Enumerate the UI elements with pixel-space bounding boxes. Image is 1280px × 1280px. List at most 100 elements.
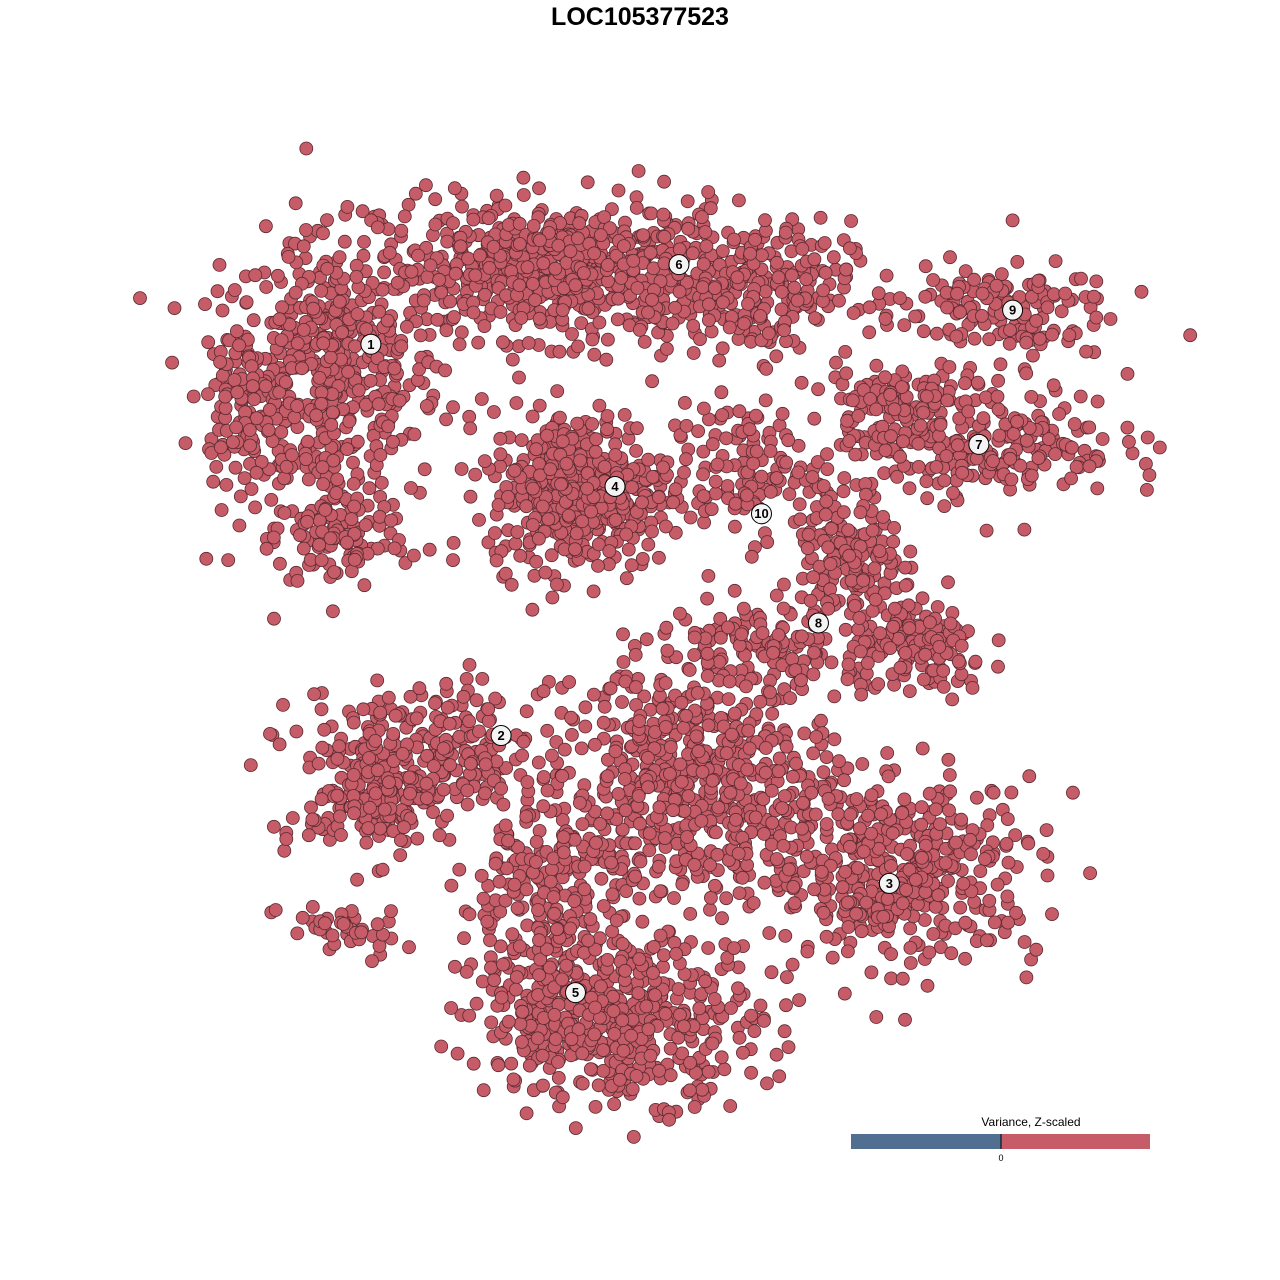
cell-point-cluster-1	[296, 239, 311, 254]
cell-point-cluster-8	[936, 663, 951, 678]
cell-point-cluster-6	[829, 355, 843, 370]
cell-point-cluster-1	[199, 551, 214, 566]
cell-point-cluster-1	[439, 412, 454, 427]
cell-point-cluster-2	[307, 687, 322, 702]
cell-point-cluster-2	[419, 791, 434, 806]
cell-point-cluster-6	[350, 307, 365, 322]
cell-point-cluster-5	[481, 714, 496, 728]
cell-point-cluster-5	[575, 1076, 590, 1091]
cell-point-cluster-5	[529, 855, 543, 869]
cell-point-cluster-2	[354, 925, 369, 940]
cell-point-cluster-1	[244, 482, 259, 496]
cell-point-cluster-1	[259, 541, 274, 556]
cell-point-cluster-5	[501, 1014, 516, 1029]
cell-point-cluster-4	[477, 454, 492, 469]
cell-point-cluster-7	[955, 465, 970, 480]
cell-point-cluster-4	[619, 571, 634, 586]
cell-point-cluster-8	[818, 507, 833, 522]
cell-point-cluster-1	[337, 234, 352, 249]
cell-point-cluster-6	[466, 212, 481, 227]
cell-point-cluster-8	[836, 505, 851, 519]
cell-point-cluster-6	[817, 236, 832, 250]
cell-point-cluster-5	[648, 988, 662, 1002]
cell-point-cluster-1	[312, 537, 327, 552]
cell-point-cluster-6	[512, 278, 527, 293]
cell-point-cluster-10	[758, 393, 773, 408]
cell-point-cluster-1	[206, 474, 221, 489]
cell-point-cluster-5	[695, 1082, 709, 1097]
cell-point-cluster-1	[277, 506, 292, 520]
cell-point-cluster-9	[1089, 310, 1104, 325]
cell-point-cluster-9	[926, 273, 940, 287]
cell-point-cluster-1	[375, 282, 390, 297]
cell-point-cluster-6	[753, 309, 768, 323]
cell-point-cluster-5	[505, 927, 520, 941]
cell-point-cluster-4	[591, 559, 605, 573]
cell-point-cluster-1	[340, 199, 355, 214]
cell-point-cluster-1	[381, 419, 396, 434]
cell-point-cluster-8	[700, 591, 714, 606]
cell-point-cluster-6	[701, 185, 716, 199]
cell-point-cluster-6	[759, 361, 774, 376]
cell-point-cluster-1	[323, 531, 338, 546]
points-layer	[133, 141, 1198, 1144]
cell-point-cluster-5	[519, 882, 534, 897]
cell-point-cluster-4	[454, 462, 469, 476]
cell-point-cluster-4	[525, 602, 540, 617]
cell-point-cluster-7	[939, 449, 954, 464]
cell-point-cluster-4	[468, 467, 483, 482]
cell-point-cluster-4	[586, 584, 601, 599]
cell-point-cluster-4	[645, 374, 659, 389]
cell-point-cluster-6	[372, 304, 387, 319]
cell-point-cluster-2	[373, 821, 388, 836]
cell-point-cluster-10	[677, 465, 691, 480]
cell-point-cluster-10	[678, 395, 692, 410]
cell-point-cluster-5	[457, 931, 471, 945]
cell-point-cluster-8	[823, 557, 838, 571]
cell-point-cluster-9	[982, 332, 997, 347]
cell-point-cluster-3	[1001, 855, 1016, 870]
cell-point-cluster-6	[818, 265, 833, 280]
cell-point-cluster-1	[341, 364, 356, 379]
cell-point-cluster-5	[583, 912, 598, 926]
cell-point-cluster-9	[1058, 286, 1073, 301]
cell-point-cluster-8	[932, 640, 947, 654]
cell-point-cluster-5	[484, 960, 498, 975]
cell-point-cluster-6	[468, 268, 483, 283]
cell-point-cluster-10	[715, 408, 729, 422]
cell-point-cluster-2	[462, 714, 477, 729]
chart-title: LOC105377523	[551, 3, 729, 31]
cell-point-cluster-10	[679, 452, 693, 467]
cell-point-cluster-6	[332, 294, 347, 309]
cell-point-cluster-6	[399, 319, 414, 334]
cell-point-cluster-6	[481, 211, 496, 226]
cell-point-cluster-7	[1090, 394, 1105, 409]
cell-point-cluster-6	[816, 283, 830, 298]
cell-point-cluster-3	[953, 900, 968, 915]
cell-point-cluster-2	[317, 722, 332, 737]
cell-point-cluster-6	[466, 305, 481, 320]
cell-point-cluster-9	[1120, 366, 1135, 381]
cell-point-cluster-10	[732, 404, 747, 419]
cell-point-cluster-5	[724, 1001, 738, 1015]
cell-point-cluster-3	[727, 941, 741, 955]
cell-point-cluster-1	[407, 427, 422, 442]
cell-point-cluster-10	[666, 495, 680, 510]
cell-point-cluster-5	[646, 966, 660, 980]
cell-point-cluster-1	[232, 338, 247, 353]
cell-point-cluster-3	[864, 965, 879, 980]
cell-point-cluster-6	[439, 323, 454, 338]
cell-point-cluster-6	[349, 269, 364, 284]
cell-point-cluster-3	[903, 956, 918, 970]
cell-point-cluster-2	[276, 698, 290, 712]
cell-point-cluster-1	[316, 477, 331, 492]
cell-point-cluster-9	[994, 267, 1009, 282]
cell-point-cluster-8	[842, 548, 857, 563]
cell-point-cluster-1	[227, 373, 242, 387]
cell-point-cluster-5	[434, 1039, 449, 1054]
cell-point-cluster-5	[736, 1045, 750, 1060]
cell-point-cluster-1	[213, 355, 228, 370]
cell-point-cluster-4	[419, 399, 434, 413]
cell-point-cluster-3	[897, 792, 912, 807]
cell-point-cluster-3	[922, 945, 937, 960]
